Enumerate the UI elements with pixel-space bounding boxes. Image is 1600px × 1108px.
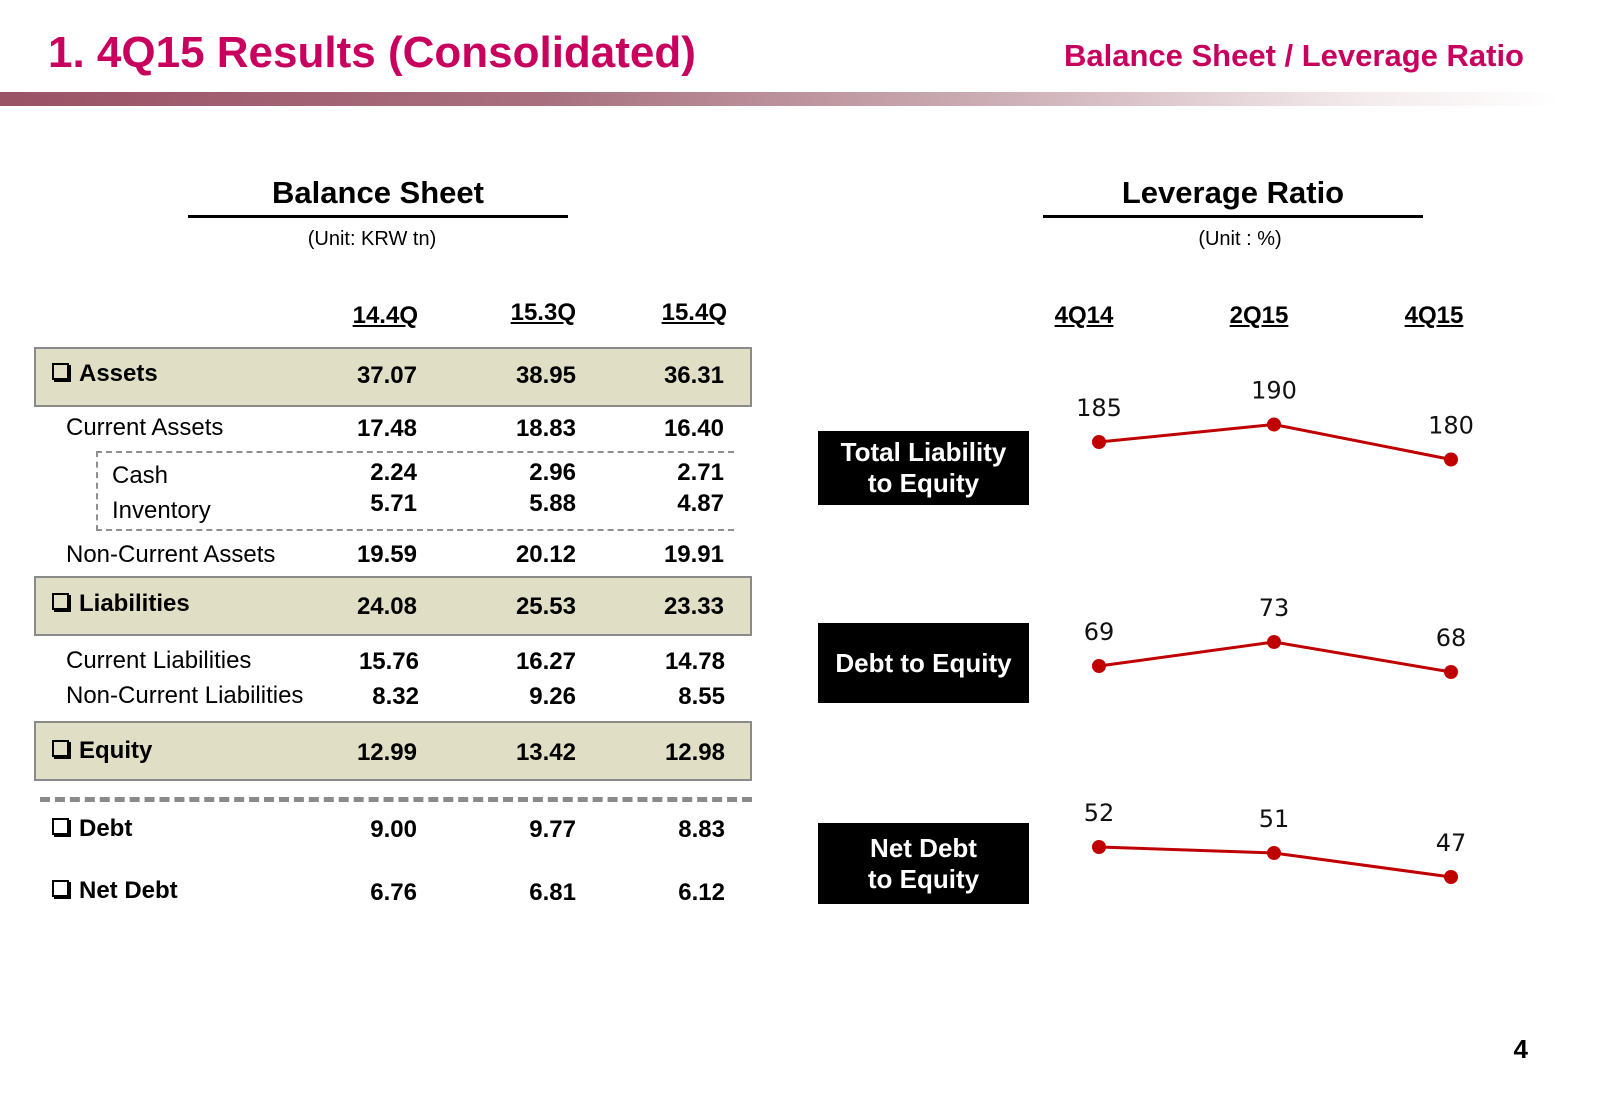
leverage-ratio-unit: (Unit : %) bbox=[1198, 228, 1282, 250]
column-header-4q15: 4Q15 bbox=[1404, 302, 1464, 329]
table-cell: 6.76 bbox=[370, 879, 417, 906]
data-label: 47 bbox=[1436, 829, 1467, 857]
table-cell: 8.83 bbox=[678, 816, 725, 843]
data-point bbox=[1092, 840, 1106, 854]
checkbox-bullet-icon bbox=[52, 818, 69, 835]
page-number: 4 bbox=[1513, 1034, 1528, 1064]
table-cell: 37.07 bbox=[356, 362, 417, 389]
data-point bbox=[1092, 435, 1106, 449]
series-label-debt-to-equity: Debt to Equity bbox=[818, 623, 1029, 703]
table-cell: 9.26 bbox=[529, 683, 576, 710]
table-cell: 13.42 bbox=[515, 739, 576, 766]
data-label: 69 bbox=[1084, 618, 1115, 646]
table-row-label: Cash bbox=[112, 462, 169, 489]
table-cell: 8.55 bbox=[678, 683, 725, 710]
table-row-label: Liabilities bbox=[52, 590, 190, 618]
page-subtitle: Balance Sheet / Leverage Ratio bbox=[1063, 38, 1524, 73]
balance-sheet-unit: (Unit: KRW tn) bbox=[307, 228, 437, 250]
column-header-15-4q: 15.4Q bbox=[661, 299, 727, 326]
checkbox-bullet-icon bbox=[52, 880, 69, 897]
balance-sheet-title: Balance Sheet bbox=[272, 175, 484, 210]
table-cell: 6.81 bbox=[529, 879, 576, 906]
table-cell: 5.71 bbox=[370, 490, 417, 517]
table-cell: 8.32 bbox=[372, 683, 419, 710]
table-row-label: Current Liabilities bbox=[66, 647, 252, 674]
table-cell: 20.12 bbox=[515, 541, 576, 568]
liabilities-band bbox=[34, 576, 752, 636]
table-row-label: Equity bbox=[52, 737, 152, 765]
table-cell: 6.12 bbox=[678, 879, 725, 906]
equity-band bbox=[34, 721, 752, 781]
table-row-label: Non-Current Liabilities bbox=[66, 682, 304, 709]
assets-band bbox=[34, 347, 752, 407]
table-cell: 12.99 bbox=[356, 739, 417, 766]
leverage-ratio-chart: 185 190 180 69 73 68 52 51 47 bbox=[1076, 377, 1474, 884]
table-row-label: Current Assets bbox=[66, 414, 224, 441]
table-row-label: Debt bbox=[52, 815, 132, 843]
page-title: 1. 4Q15 Results (Consolidated) bbox=[48, 28, 696, 77]
table-row-label: Inventory bbox=[112, 497, 211, 524]
data-label: 51 bbox=[1259, 805, 1290, 833]
checkbox-bullet-icon bbox=[52, 363, 69, 380]
table-cell: 19.59 bbox=[356, 541, 417, 568]
table-cell: 25.53 bbox=[515, 593, 576, 620]
data-label: 190 bbox=[1251, 377, 1297, 405]
data-label: 52 bbox=[1084, 799, 1115, 827]
data-point bbox=[1092, 659, 1106, 673]
column-header-15-3q: 15.3Q bbox=[510, 299, 576, 326]
table-cell: 36.31 bbox=[663, 362, 724, 389]
table-cell: 9.00 bbox=[370, 816, 417, 843]
table-cell: 23.33 bbox=[663, 593, 724, 620]
table-cell: 17.48 bbox=[356, 415, 417, 442]
leverage-ratio-rule bbox=[1043, 215, 1423, 218]
series-label-net-debt-to-equity: Net Debt to Equity bbox=[818, 823, 1029, 904]
table-cell: 12.98 bbox=[664, 739, 725, 766]
data-point bbox=[1267, 635, 1281, 649]
checkbox-bullet-icon bbox=[52, 740, 69, 757]
series-label-total-liability-to-equity: Total Liability to Equity bbox=[818, 431, 1029, 505]
checkbox-bullet-icon bbox=[52, 593, 69, 610]
table-cell: 38.95 bbox=[515, 362, 576, 389]
table-cell: 14.78 bbox=[664, 648, 725, 675]
table-row-label: Assets bbox=[52, 360, 158, 388]
column-header-4q14: 4Q14 bbox=[1054, 302, 1114, 329]
dashed-separator bbox=[40, 797, 752, 802]
table-row-label: Non-Current Assets bbox=[66, 541, 276, 568]
column-header-14-4q: 14.4Q bbox=[352, 302, 418, 329]
table-cell: 2.71 bbox=[677, 459, 724, 486]
data-point bbox=[1267, 417, 1281, 432]
data-label: 68 bbox=[1436, 624, 1467, 652]
table-cell: 18.83 bbox=[515, 415, 576, 442]
table-cell: 4.87 bbox=[677, 490, 724, 517]
table-cell: 2.24 bbox=[370, 459, 417, 486]
column-header-2q15: 2Q15 bbox=[1229, 302, 1289, 329]
data-label: 185 bbox=[1076, 394, 1122, 422]
cash-inventory-dashed-box bbox=[96, 451, 734, 531]
table-cell: 24.08 bbox=[356, 593, 417, 620]
table-row-label: Net Debt bbox=[52, 877, 178, 905]
data-label: 73 bbox=[1259, 594, 1290, 622]
data-label: 180 bbox=[1428, 412, 1474, 440]
table-cell: 2.96 bbox=[529, 459, 576, 486]
data-point bbox=[1444, 452, 1458, 467]
table-cell: 16.40 bbox=[663, 415, 724, 442]
table-cell: 16.27 bbox=[515, 648, 576, 675]
data-point bbox=[1444, 870, 1458, 884]
table-cell: 9.77 bbox=[529, 816, 576, 843]
balance-sheet-rule bbox=[188, 215, 568, 218]
data-point bbox=[1444, 665, 1458, 679]
data-point bbox=[1267, 846, 1281, 860]
table-cell: 5.88 bbox=[529, 490, 576, 517]
header-gradient-bar bbox=[0, 92, 1560, 106]
table-cell: 15.76 bbox=[358, 648, 419, 675]
leverage-ratio-title: Leverage Ratio bbox=[1121, 175, 1345, 210]
table-cell: 19.91 bbox=[663, 541, 724, 568]
